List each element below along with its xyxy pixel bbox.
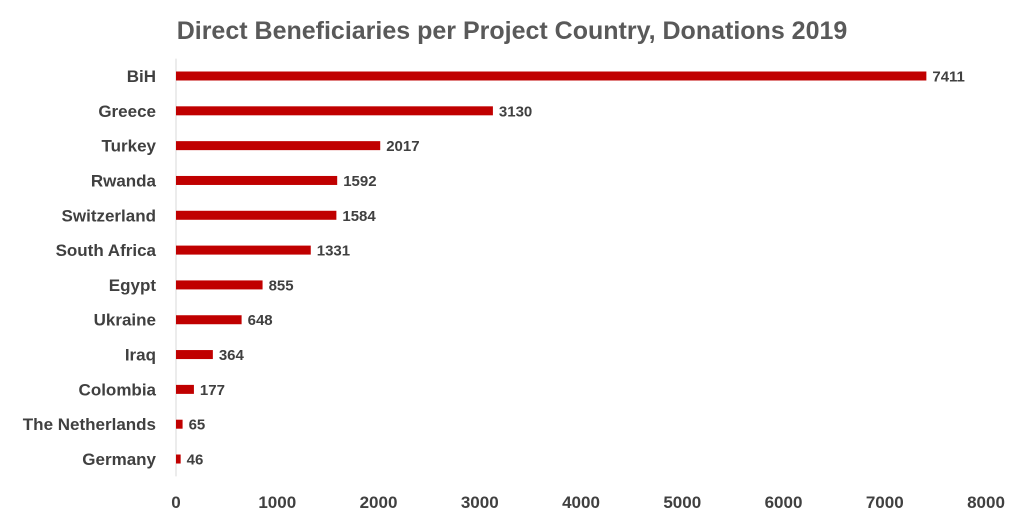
data-label: 177 <box>200 382 225 399</box>
bar <box>176 106 493 116</box>
data-label: 855 <box>269 277 294 294</box>
bar <box>176 384 194 394</box>
x-tick-label: 3000 <box>461 493 499 512</box>
category-label: Germany <box>82 450 156 469</box>
category-label: Colombia <box>79 380 157 399</box>
x-axis-tick-labels: 0 1000 2000 3000 4000 5000 6000 7000 8000 <box>171 493 1005 512</box>
category-label: Greece <box>98 102 156 121</box>
x-tick-label: 1000 <box>258 493 296 512</box>
data-label: 1331 <box>317 243 350 260</box>
x-tick-label: 6000 <box>765 493 803 512</box>
data-label: 3130 <box>499 103 532 120</box>
bar <box>176 350 213 360</box>
chart-title: Direct Beneficiaries per Project Country… <box>177 17 848 45</box>
bar <box>176 315 242 325</box>
bar <box>176 245 311 255</box>
category-label: Ukraine <box>94 311 156 330</box>
data-label: 1584 <box>342 208 376 225</box>
bar <box>176 280 263 290</box>
data-label: 65 <box>189 417 206 434</box>
data-label: 46 <box>187 452 204 469</box>
category-label: BiH <box>127 67 156 86</box>
bar <box>176 419 183 429</box>
x-tick-label: 8000 <box>967 493 1005 512</box>
bar <box>176 141 381 151</box>
data-label: 364 <box>219 347 245 364</box>
x-tick-label: 7000 <box>866 493 904 512</box>
category-label: Rwanda <box>91 171 157 190</box>
category-label: The Netherlands <box>23 415 156 434</box>
category-label: Switzerland <box>62 206 156 225</box>
x-tick-label: 2000 <box>360 493 398 512</box>
data-label: 1592 <box>343 173 376 190</box>
bar <box>176 71 927 81</box>
data-label: 2017 <box>386 138 419 155</box>
x-tick-label: 5000 <box>663 493 701 512</box>
category-label: South Africa <box>56 241 157 260</box>
x-tick-label: 4000 <box>562 493 600 512</box>
x-tick-label: 0 <box>171 493 180 512</box>
bar <box>176 210 337 220</box>
data-label: 648 <box>248 312 273 329</box>
category-label: Turkey <box>102 137 157 156</box>
category-label: Iraq <box>125 346 156 365</box>
category-label: Egypt <box>109 276 157 295</box>
bar <box>176 454 181 464</box>
category-labels: BiH Greece Turkey Rwanda Switzerland South Af… <box>23 67 157 469</box>
bar <box>176 175 338 185</box>
bars <box>176 71 927 464</box>
data-label: 7411 <box>932 69 965 86</box>
data-labels: 7411 3130 2017 1592 1584 1331 855 648 364 177 65 46 <box>187 69 965 469</box>
